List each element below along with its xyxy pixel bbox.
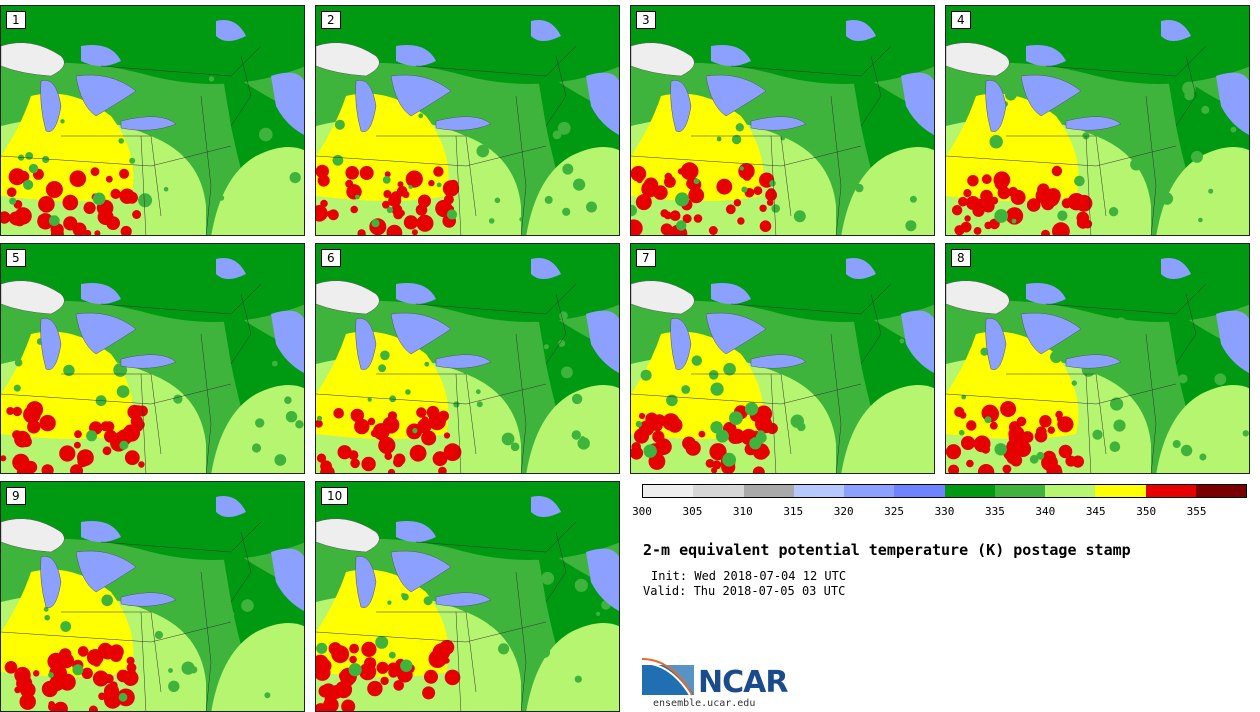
member-number-label: 2 [321,11,341,29]
ensemble-member-panel: 1 [0,5,305,236]
colorbar-segment [1045,485,1096,497]
ensemble-member-panel: 2 [315,5,620,236]
colorbar-segment [894,485,945,497]
member-map [631,6,934,235]
colorbar-tick-label: 320 [833,505,854,518]
ensemble-member-panel: 8 [945,243,1250,474]
init-time: Init: Wed 2018-07-04 12 UTC [651,569,847,583]
member-number-label: 4 [951,11,971,29]
member-number-label: 7 [636,249,656,267]
colorbar-tick-label: 305 [682,505,703,518]
member-map [316,6,619,235]
colorbar-segment [944,485,995,497]
valid-time: Valid: Thu 2018-07-05 03 UTC [643,584,846,598]
ensemble-member-panel: 7 [630,243,935,474]
member-number-label: 10 [321,487,349,505]
colorbar-tick-label: 315 [783,505,804,518]
ncar-logo-icon [642,658,694,696]
member-number-label: 8 [951,249,971,267]
colorbar-tick-label: 350 [1136,505,1157,518]
site-url: ensemble.ucar.edu [653,698,756,709]
colorbar-tick-label: 300 [632,505,652,518]
colorbar-segment [793,485,844,497]
ensemble-member-panel: 5 [0,243,305,474]
colorbar-segment [643,485,694,497]
member-map [946,244,1249,473]
ncar-logo-text: NCAR [698,665,788,700]
figure-title: 2-m equivalent potential temperature (K)… [643,541,1131,559]
colorbar-tick-label: 355 [1186,505,1207,518]
member-map [1,482,304,711]
member-number-label: 6 [321,249,341,267]
colorbar-ticks: 300 305 310 315 320 325 330 335 340 345 350 355 [632,505,1247,519]
member-number-label: 9 [6,487,26,505]
ensemble-member-panel: 4 [945,5,1250,236]
colorbar-tick-label: 310 [732,505,753,518]
ensemble-member-panel: 10 [315,481,620,712]
member-map [1,244,304,473]
colorbar-tick-label: 325 [884,505,905,518]
colorbar-tick-label: 330 [934,505,955,518]
colorbar-segment [743,485,794,497]
member-map [316,482,619,711]
colorbar-segment [994,485,1045,497]
colorbar-segment [844,485,895,497]
member-number-label: 5 [6,249,26,267]
colorbar-segment [1145,485,1196,497]
colorbar-segment [1195,485,1246,497]
ensemble-member-panel: 9 [0,481,305,712]
colorbar-tick-label: 335 [984,505,1005,518]
member-map [946,6,1249,235]
member-map [631,244,934,473]
colorbar-tick-label: 340 [1035,505,1056,518]
colorbar-segment [693,485,744,497]
colorbar [642,484,1247,498]
member-map [1,6,304,235]
member-number-label: 1 [6,11,26,29]
member-number-label: 3 [636,11,656,29]
ensemble-member-panel: 3 [630,5,935,236]
ensemble-member-panel: 6 [315,243,620,474]
member-map [316,244,619,473]
colorbar-tick-label: 345 [1085,505,1106,518]
colorbar-segment [1095,485,1146,497]
